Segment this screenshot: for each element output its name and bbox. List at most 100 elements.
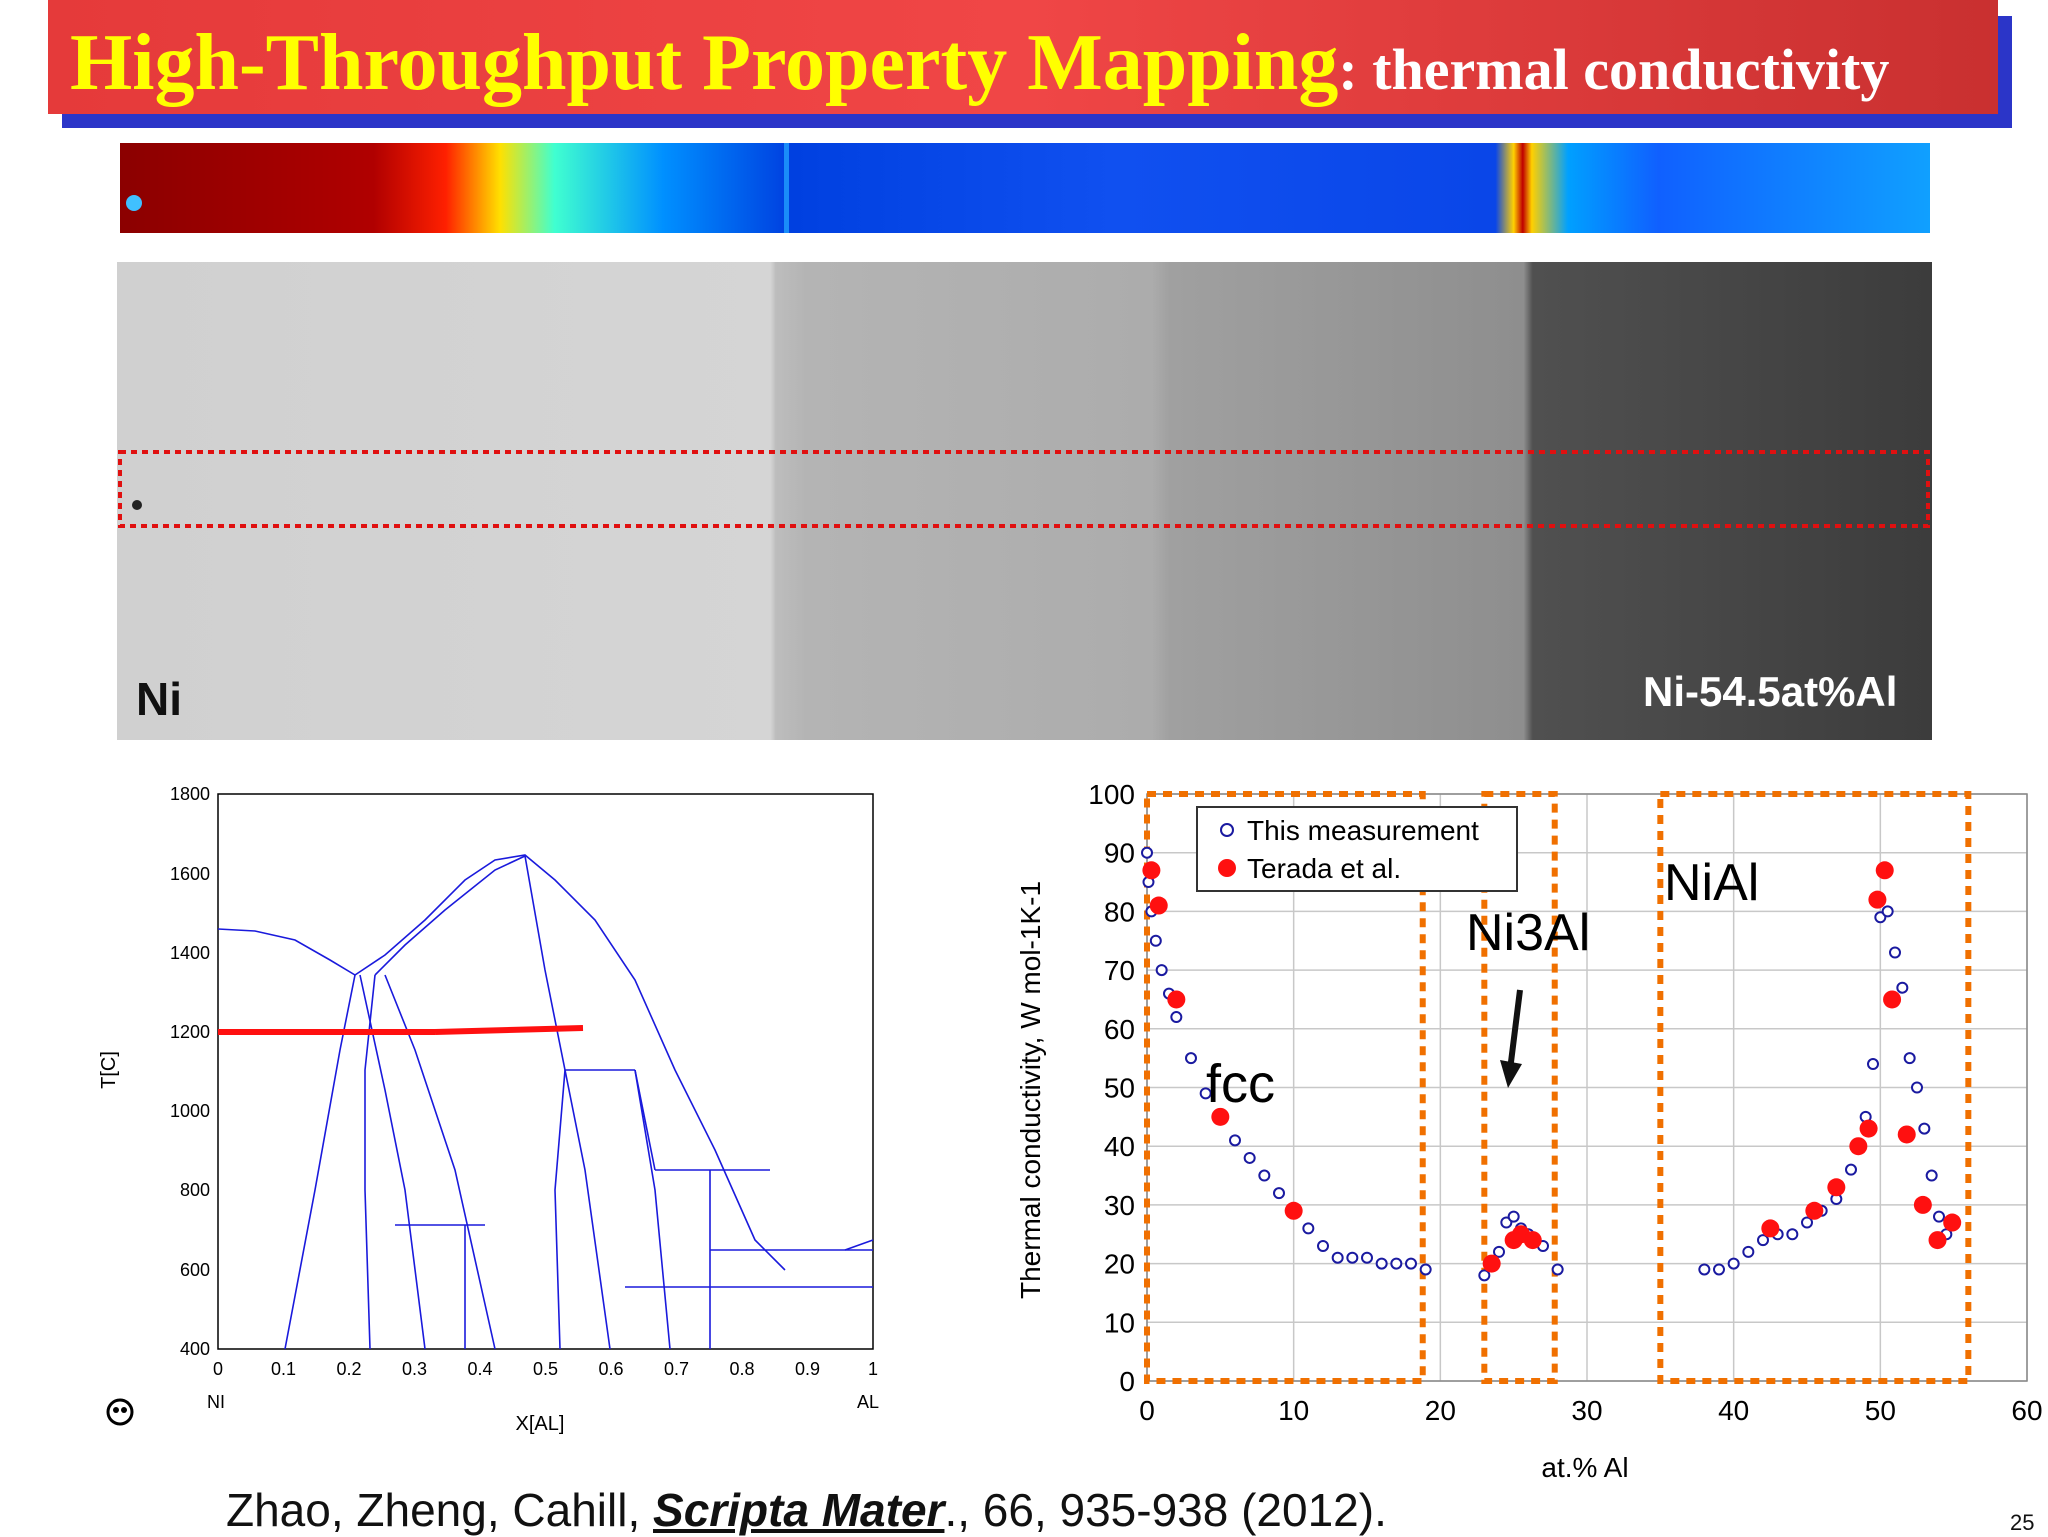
tc-point-measurement xyxy=(1867,1058,1879,1071)
tc-point-measurement xyxy=(1331,1251,1344,1264)
tc-point-terada xyxy=(1761,1219,1780,1238)
tc-point-terada xyxy=(1284,1201,1303,1220)
tc-point-terada xyxy=(1868,890,1887,909)
tc-point-measurement xyxy=(1727,1257,1740,1270)
tc-point-measurement xyxy=(1713,1263,1725,1276)
tc-point-measurement xyxy=(1229,1134,1241,1147)
citation: Zhao, Zheng, Cahill, Scripta Mater., 66,… xyxy=(226,1483,1387,1537)
citation-journal[interactable]: Scripta Mater xyxy=(653,1484,945,1536)
region-label-ni3al: Ni3Al xyxy=(1466,904,1590,962)
tc-point-measurement xyxy=(1896,981,1909,994)
title-sub-text: : thermal conductivity xyxy=(1338,37,1890,102)
tc-point-measurement xyxy=(1170,1011,1183,1024)
pd-left-element: NI xyxy=(207,1392,225,1412)
tc-point-measurement xyxy=(1405,1257,1417,1270)
tc-point-measurement xyxy=(1933,1210,1945,1223)
region-label-nial: NiAl xyxy=(1664,854,1759,912)
citation-rest: ., 66, 935-938 (2012). xyxy=(944,1484,1387,1536)
tc-point-measurement xyxy=(1889,946,1901,959)
tc-point-terada xyxy=(1827,1178,1846,1197)
citation-authors: Zhao, Zheng, Cahill, xyxy=(226,1484,654,1536)
pd-xtick-8: 0.8 xyxy=(729,1359,754,1379)
tc-point-terada xyxy=(1943,1213,1962,1232)
arrow-icon xyxy=(1500,989,1523,1088)
tc-point-terada xyxy=(1142,861,1161,880)
tc-point-measurement xyxy=(1786,1228,1799,1241)
tc-point-measurement xyxy=(1361,1251,1373,1264)
thermal-conductivity-chart: 0 10 20 30 40 50 60 0 10 20 30 40 50 60 70 80 90 100 at.… xyxy=(1015,779,2043,1483)
pd-ytick-5: 1400 xyxy=(170,943,210,963)
legend-terada: Terada et al. xyxy=(1247,853,1401,884)
micrograph-label-ni: Ni xyxy=(136,673,182,725)
tc-point-measurement xyxy=(1317,1239,1329,1252)
tc-point-measurement xyxy=(1375,1257,1388,1270)
tc-ytick-80: 80 xyxy=(1104,896,1135,927)
tc-point-measurement xyxy=(1273,1187,1285,1200)
tc-ytick-10: 10 xyxy=(1104,1307,1135,1338)
pd-xtick-1: 0.1 xyxy=(271,1359,296,1379)
pd-xtick-5: 0.5 xyxy=(533,1359,558,1379)
tc-point-measurement xyxy=(1757,1234,1769,1247)
tc-ytick-70: 70 xyxy=(1104,955,1135,986)
tc-point-terada xyxy=(1149,896,1168,915)
pd-ytick-2: 800 xyxy=(180,1180,210,1200)
slide-number: 25 xyxy=(2010,1510,2035,1535)
tc-point-measurement xyxy=(1801,1216,1813,1229)
tc-point-measurement xyxy=(1918,1122,1931,1135)
tc-point-terada xyxy=(1805,1201,1824,1220)
pd-ytick-3: 1000 xyxy=(170,1101,210,1121)
pd-xtick-0: 0 xyxy=(213,1359,223,1379)
tc-point-terada xyxy=(1875,861,1894,880)
tc-ytick-100: 100 xyxy=(1088,779,1135,810)
tc-point-terada xyxy=(1897,1125,1916,1144)
tc-point-measurement xyxy=(1698,1263,1711,1276)
tc-xtick-60: 60 xyxy=(2011,1395,2042,1426)
tc-point-measurement xyxy=(1903,1052,1916,1065)
tc-ytick-30: 30 xyxy=(1104,1190,1135,1221)
title-bar xyxy=(48,0,1998,114)
tc-xtick-50: 50 xyxy=(1865,1395,1896,1426)
tc-point-measurement xyxy=(1507,1210,1520,1223)
tc-point-measurement xyxy=(1551,1263,1564,1276)
slide-title: High-Throughput Property Mapping: therma… xyxy=(70,18,1889,115)
tc-point-measurement xyxy=(1199,1087,1212,1100)
pd-xtick-7: 0.7 xyxy=(664,1359,689,1379)
tc-point-terada xyxy=(1523,1231,1542,1250)
tc-xtick-30: 30 xyxy=(1571,1395,1602,1426)
phase-diagram: 0 0.1 0.2 0.3 0.4 0.5 0.6 0.7 0.8 0.9 1 … xyxy=(98,784,879,1435)
tc-ytick-50: 50 xyxy=(1104,1073,1135,1104)
tc-region-box xyxy=(1481,791,1558,1384)
tc-ytick-90: 90 xyxy=(1104,838,1135,869)
tc-point-measurement xyxy=(1185,1052,1197,1065)
tc-xtick-20: 20 xyxy=(1425,1395,1456,1426)
tc-point-measurement xyxy=(1911,1081,1923,1094)
tc-point-measurement xyxy=(1243,1151,1256,1164)
tc-xlabel: at.% Al xyxy=(1541,1452,1628,1483)
tc-ylabel: Thermal conductivity, W mol-1K-1 xyxy=(1015,881,1046,1299)
tc-xtick-10: 10 xyxy=(1278,1395,1309,1426)
pd-xtick-6: 0.6 xyxy=(598,1359,623,1379)
micrograph-label-alloy: Ni-54.5at%Al xyxy=(1643,668,1898,715)
pd-xtick-2: 0.2 xyxy=(336,1359,361,1379)
tc-point-measurement xyxy=(1845,1163,1857,1176)
pd-xtick-3: 0.3 xyxy=(402,1359,427,1379)
legend-this-measurement: This measurement xyxy=(1247,815,1479,846)
tc-point-terada xyxy=(1849,1137,1868,1156)
tc-point-terada xyxy=(1211,1107,1230,1126)
tc-point-measurement xyxy=(1346,1251,1359,1264)
tc-point-measurement xyxy=(1302,1222,1315,1235)
pd-xlabel: X[AL] xyxy=(516,1413,565,1435)
tc-point-measurement xyxy=(1742,1245,1755,1258)
title-main-text: High-Throughput Property Mapping xyxy=(70,19,1339,107)
tc-point-measurement xyxy=(1493,1245,1505,1258)
region-label-fcc: fcc xyxy=(1206,1054,1275,1114)
pd-ytick-6: 1600 xyxy=(170,864,210,884)
tc-xtick-40: 40 xyxy=(1718,1395,1749,1426)
pd-xtick-10: 1 xyxy=(868,1359,878,1379)
pd-ytick-7: 1800 xyxy=(170,784,210,804)
tc-point-terada xyxy=(1167,990,1186,1009)
pd-ytick-0: 400 xyxy=(180,1339,210,1359)
tc-region-box xyxy=(1144,791,1426,1384)
tc-point-measurement xyxy=(1258,1169,1271,1182)
sem-micrograph xyxy=(117,262,1932,740)
